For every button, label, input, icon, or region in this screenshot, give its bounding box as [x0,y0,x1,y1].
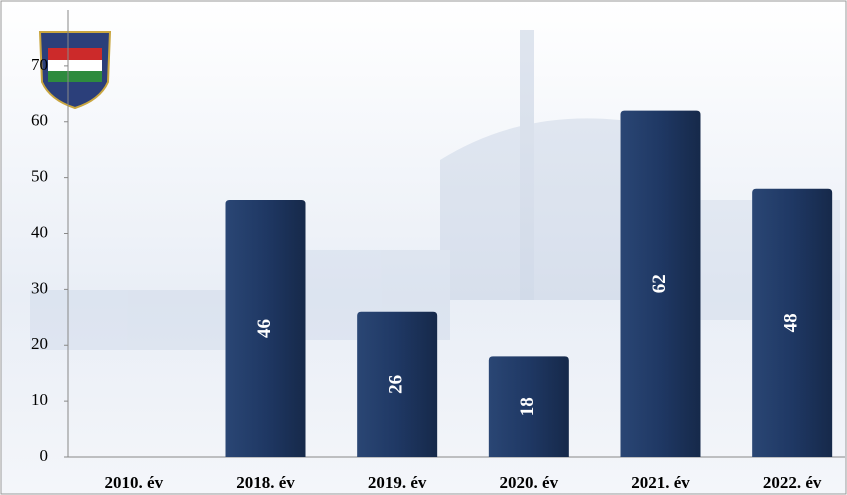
y-tick-label: 20 [31,334,48,353]
y-tick-label: 70 [31,55,48,74]
y-tick-label: 40 [31,222,48,241]
y-tick-label: 0 [40,446,49,465]
y-tick-label: 10 [31,390,48,409]
bar [620,110,701,457]
data-label: 18 [517,397,538,416]
data-label: 48 [781,313,802,332]
police-logo [38,31,112,110]
bar [357,311,438,457]
y-tick-label: 30 [31,278,48,297]
data-label: 62 [649,274,670,293]
x-tick-label: 2021. év [631,473,690,492]
x-tick-label: 2010. év [105,473,164,492]
data-label: 46 [254,319,275,338]
data-label: 26 [386,375,407,394]
x-tick-label: 2022. év [763,473,822,492]
y-tick-label: 60 [31,111,48,130]
bar [225,199,306,457]
x-tick-label: 2019. év [368,473,427,492]
x-tick-label: 2020. év [500,473,559,492]
y-tick-label: 50 [31,167,48,186]
bar [752,188,833,458]
bar [488,356,569,457]
x-tick-label: 2018. év [236,473,295,492]
